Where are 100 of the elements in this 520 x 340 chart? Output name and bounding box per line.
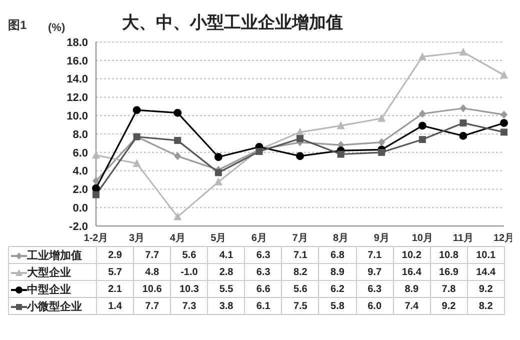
data-label: 7.7 (134, 298, 171, 314)
data-label: 8.2 (467, 298, 504, 314)
data-label: 6.3 (356, 280, 394, 298)
data-label: 2.8 (208, 264, 245, 280)
data-label: 3.8 (208, 298, 245, 314)
point (92, 150, 100, 159)
data-label: 10.8 (430, 246, 468, 264)
x-tick-label: 4月 (170, 233, 186, 244)
point (214, 177, 222, 186)
data-label: 2.1 (96, 280, 134, 298)
y-tick-label: 14.0 (66, 74, 88, 86)
point (92, 184, 100, 192)
point (500, 110, 508, 119)
data-label: 5.5 (208, 280, 245, 298)
point (92, 191, 100, 198)
y-tick-label: 8.0 (72, 128, 88, 141)
data-label: 4.1 (208, 246, 245, 264)
data-label: 6.8 (318, 246, 356, 264)
legend-label: 中型企业 (8, 280, 96, 298)
point (500, 118, 508, 127)
point (378, 148, 386, 156)
legend-label: 小微型企业 (8, 298, 96, 314)
point (418, 122, 426, 130)
point (214, 169, 222, 176)
y-tick-label: 16.0 (66, 55, 88, 68)
point (418, 136, 426, 144)
point (92, 176, 100, 185)
point (214, 153, 222, 161)
data-label: 7.1 (356, 246, 394, 264)
data-label: 7.5 (282, 298, 319, 314)
data-label: 6.3 (244, 246, 282, 264)
x-tick-label: 1-2月 (84, 233, 108, 244)
data-label: 5.7 (96, 264, 134, 280)
data-label: 8.9 (393, 280, 430, 298)
data-label: 5.6 (170, 246, 208, 264)
point (378, 114, 386, 122)
point (174, 136, 182, 144)
data-label: 6.0 (356, 298, 394, 314)
data-label: 10.2 (393, 246, 430, 264)
data-label: 9.2 (467, 280, 504, 298)
data-label: 9.7 (356, 264, 394, 280)
legend-label: 大型企业 (8, 264, 96, 280)
data-label: 14.4 (467, 264, 504, 280)
data-label: 9.2 (430, 298, 468, 314)
x-tick-label: 7月 (292, 233, 308, 244)
y-tick-label: 4.0 (72, 166, 88, 178)
data-label: 8.2 (282, 264, 319, 280)
point (459, 48, 468, 56)
x-tick-label: 5月 (210, 233, 226, 244)
point (500, 70, 508, 79)
data-label: 5.8 (318, 298, 356, 314)
point (500, 128, 508, 136)
point (460, 119, 467, 126)
point (132, 106, 141, 114)
data-label: 6.6 (244, 280, 282, 298)
data-label: 7.3 (170, 298, 208, 314)
point (337, 150, 344, 158)
data-label: 1.4 (96, 298, 134, 314)
x-tick-label: 3月 (129, 233, 145, 244)
y-tick-label: -2.0 (69, 220, 88, 233)
y-axis-title: (%) (48, 22, 66, 34)
data-label: 10.6 (134, 280, 171, 298)
y-tick-label: 6.0 (72, 147, 88, 160)
point (460, 104, 467, 112)
data-label: 16.4 (393, 264, 430, 280)
y-tick-label: 12.0 (66, 92, 88, 104)
data-label: 7.7 (134, 246, 171, 264)
point (296, 135, 304, 142)
x-tick-label: 9月 (374, 233, 390, 244)
point (378, 138, 386, 146)
y-tick-label: 2.0 (72, 184, 88, 196)
x-tick-label: 10月 (412, 233, 433, 244)
point (459, 132, 468, 140)
data-label: 10.1 (467, 246, 504, 264)
y-tick-label: 18.0 (66, 36, 88, 49)
data-label: 7.4 (393, 298, 430, 314)
point (336, 121, 345, 130)
y-tick-label: 0.0 (72, 202, 88, 215)
caption: 图1 (8, 17, 28, 34)
point (174, 108, 182, 117)
point (296, 152, 304, 160)
x-tick-label: 6月 (251, 233, 267, 244)
point (174, 152, 182, 160)
data-label: 6.3 (244, 264, 282, 280)
point (174, 212, 182, 220)
y-tick-label: 10.0 (66, 110, 88, 123)
data-label: -1.0 (170, 264, 208, 280)
x-tick-label: 11月 (452, 233, 474, 244)
data-label: 5.6 (282, 280, 319, 298)
chart-title: 大、中、小型工业企业增加值 (122, 12, 343, 34)
data-label: 6.2 (318, 280, 356, 298)
point (132, 158, 141, 167)
data-label: 16.9 (430, 264, 468, 280)
x-tick-label: 8月 (333, 233, 349, 244)
data-label: 7.1 (282, 246, 319, 264)
data-label: 4.8 (134, 264, 171, 280)
point (418, 110, 426, 118)
data-label: 2.9 (96, 246, 134, 264)
data-label: 6.1 (244, 298, 282, 314)
data-label: 7.8 (430, 280, 468, 298)
